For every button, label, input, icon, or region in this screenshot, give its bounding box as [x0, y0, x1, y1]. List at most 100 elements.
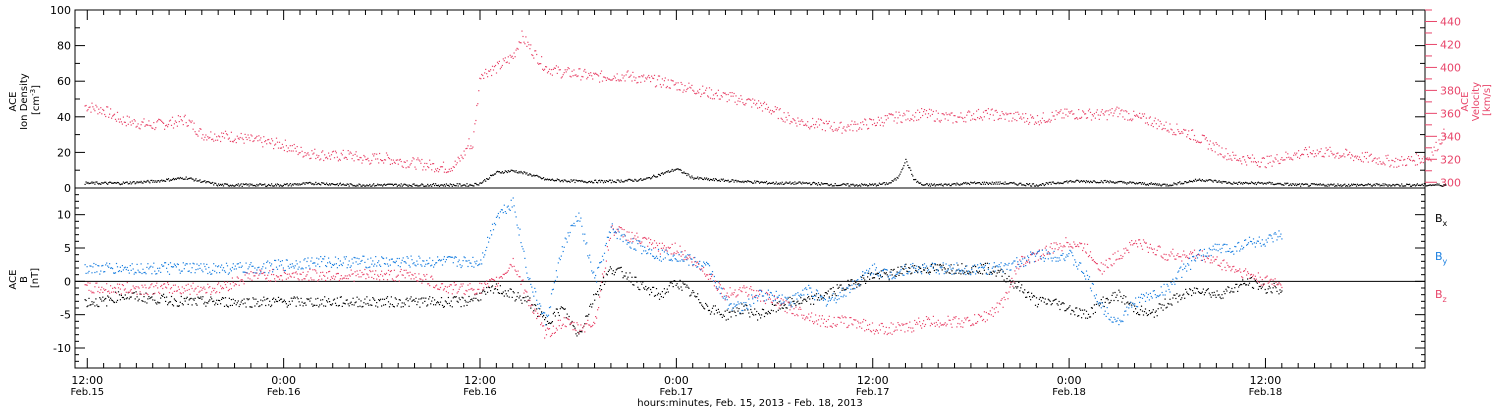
velocity-series-point [532, 55, 533, 56]
velocity-series-point [1353, 160, 1354, 161]
density-series-point [159, 181, 160, 182]
velocity-series-point [1175, 134, 1176, 135]
bz-series-point [661, 248, 662, 249]
density-series-point [1348, 184, 1349, 185]
velocity-series-point [1253, 161, 1254, 162]
bx-series-point [1274, 283, 1275, 284]
velocity-series-point [634, 80, 635, 81]
density-series-point [1089, 182, 1090, 183]
velocity-series-point [1277, 160, 1278, 161]
density-series-point [611, 182, 612, 183]
bx-series-point [812, 298, 813, 299]
bx-series-point [526, 301, 527, 302]
density-series-point [1058, 182, 1059, 183]
velocity-series-point [387, 155, 388, 156]
density-series-point [1218, 181, 1219, 182]
velocity-series-point [1192, 129, 1193, 130]
velocity-series-point [361, 163, 362, 164]
velocity-series-point [860, 122, 861, 123]
bx-series-point [191, 298, 192, 299]
density-series-point [408, 186, 409, 187]
velocity-series-point [1428, 159, 1429, 160]
density-series-point [315, 182, 316, 183]
velocity-series-point [796, 125, 797, 126]
velocity-series-point [237, 136, 238, 137]
velocity-series-point [789, 115, 790, 116]
velocity-series-point [144, 126, 145, 127]
bz-series-point [147, 294, 148, 295]
bx-series-point [1039, 299, 1040, 300]
velocity-series-point [451, 168, 452, 169]
velocity-series-point [1004, 114, 1005, 115]
bz-series-point [243, 281, 244, 282]
velocity-series-point [347, 159, 348, 160]
velocity-series-point [1417, 164, 1418, 165]
velocity-series-point [1401, 156, 1402, 157]
bz-series-point [266, 278, 267, 279]
velocity-series-point [566, 71, 567, 72]
bz-series-point [120, 289, 121, 290]
velocity-series-point [270, 143, 271, 144]
density-series-point [1436, 185, 1437, 186]
bx-series-point [388, 301, 389, 302]
bz-series-point [543, 325, 544, 326]
bz-series-point [378, 276, 379, 277]
velocity-series-point [567, 69, 568, 70]
density-series-point [612, 180, 613, 181]
bx-series-point [732, 311, 733, 312]
velocity-series-point [217, 140, 218, 141]
bx-series-point [1060, 304, 1061, 305]
bz-series-point [734, 292, 735, 293]
velocity-series-point [166, 125, 167, 126]
density-series-point [239, 186, 240, 187]
velocity-series-point [831, 126, 832, 127]
bx-series-point [1125, 296, 1126, 297]
bz-series-point [251, 280, 252, 281]
bx-series-point [358, 299, 359, 300]
density-series-point [501, 172, 502, 173]
density-series-point [903, 165, 904, 166]
bx-series-point [721, 314, 722, 315]
velocity-series-point [617, 73, 618, 74]
bz-series-point [317, 280, 318, 281]
bx-series-point [1113, 300, 1114, 301]
velocity-series-point [712, 98, 713, 99]
bx-series-point [1049, 300, 1050, 301]
velocity-series-point [1106, 110, 1107, 111]
velocity-series-point [1338, 158, 1339, 159]
bx-series-point [1008, 276, 1009, 277]
bx-series-point [302, 302, 303, 303]
bx-series-point [590, 304, 591, 305]
velocity-series-point [297, 146, 298, 147]
velocity-series-point [242, 138, 243, 139]
density-series-point [93, 182, 94, 183]
bz-series-point [239, 285, 240, 286]
velocity-series-point [433, 163, 434, 164]
velocity-series-point [94, 110, 95, 111]
bx-series-point [927, 268, 928, 269]
velocity-series-point [833, 131, 834, 132]
velocity-series-point [1143, 116, 1144, 117]
velocity-series-point [1156, 123, 1157, 124]
velocity-series-point [360, 157, 361, 158]
bx-series-point [697, 293, 698, 294]
bz-series-point [385, 274, 386, 275]
bx-series-point [667, 289, 668, 290]
density-tick-label: 100 [50, 4, 71, 17]
bx-series-point [385, 304, 386, 305]
bx-series-point [519, 296, 520, 297]
velocity-series-point [114, 114, 115, 115]
bx-series-point [253, 299, 254, 300]
bz-series-point [629, 241, 630, 242]
velocity-series-point [903, 113, 904, 114]
bx-series-point [203, 303, 204, 304]
velocity-series-point [635, 77, 636, 78]
bx-series-point [1163, 310, 1164, 311]
density-series-point [118, 182, 119, 183]
bx-series-point [631, 277, 632, 278]
velocity-series-point [577, 75, 578, 76]
bx-series-point [1121, 302, 1122, 303]
bx-series-point [487, 292, 488, 293]
bz-series-point [431, 276, 432, 277]
bz-series-point [777, 298, 778, 299]
